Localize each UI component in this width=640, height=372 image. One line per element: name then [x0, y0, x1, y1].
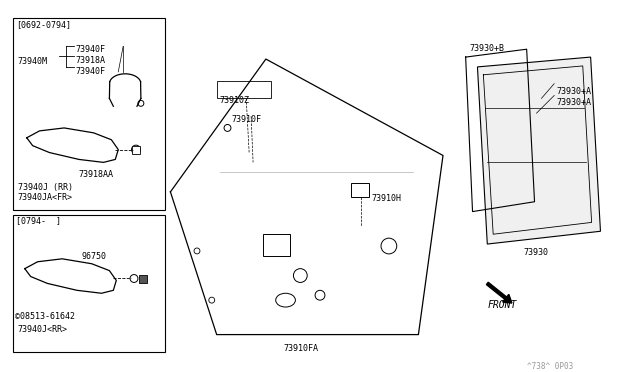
Circle shape: [132, 145, 140, 154]
Text: 73940J (RR): 73940J (RR): [18, 183, 73, 192]
Text: 73910Z: 73910Z: [220, 96, 250, 105]
Circle shape: [224, 125, 231, 131]
Text: 73910H: 73910H: [371, 194, 401, 203]
Text: 73930: 73930: [524, 248, 548, 257]
Bar: [13, 215, 166, 352]
Text: 73930+A: 73930+A: [556, 99, 591, 108]
Text: 73910FA: 73910FA: [284, 344, 319, 353]
Bar: [139, 275, 147, 283]
Text: 96750: 96750: [82, 252, 107, 261]
Ellipse shape: [276, 293, 296, 307]
Text: 73940F: 73940F: [76, 45, 106, 54]
Polygon shape: [477, 57, 600, 244]
Text: FRONT: FRONT: [487, 300, 516, 310]
Text: 73930+A: 73930+A: [556, 87, 591, 96]
Circle shape: [138, 100, 144, 106]
Circle shape: [381, 238, 397, 254]
Text: [0794-  ]: [0794- ]: [16, 217, 61, 225]
Text: ©08513-61642: ©08513-61642: [15, 312, 75, 321]
Circle shape: [130, 275, 138, 282]
Text: 73940JA<FR>: 73940JA<FR>: [18, 193, 73, 202]
Bar: [217, 81, 271, 99]
Text: 73930+B: 73930+B: [470, 44, 504, 53]
Bar: [132, 146, 140, 154]
Text: [0692-0794]: [0692-0794]: [16, 20, 71, 29]
Text: 73910F: 73910F: [232, 115, 261, 124]
Circle shape: [293, 269, 307, 282]
Text: ^738^ 0P03: ^738^ 0P03: [527, 362, 573, 371]
Bar: [13, 18, 166, 209]
Text: 73918A: 73918A: [76, 56, 106, 65]
Text: 73940J<RR>: 73940J<RR>: [18, 325, 68, 334]
Bar: [263, 234, 291, 256]
Text: 73940M: 73940M: [18, 57, 48, 66]
Text: 73918AA: 73918AA: [79, 170, 114, 179]
Circle shape: [194, 248, 200, 254]
FancyArrow shape: [486, 282, 512, 303]
Circle shape: [315, 290, 325, 300]
Bar: [351, 183, 369, 197]
Text: 73940F: 73940F: [76, 67, 106, 76]
Circle shape: [209, 297, 214, 303]
